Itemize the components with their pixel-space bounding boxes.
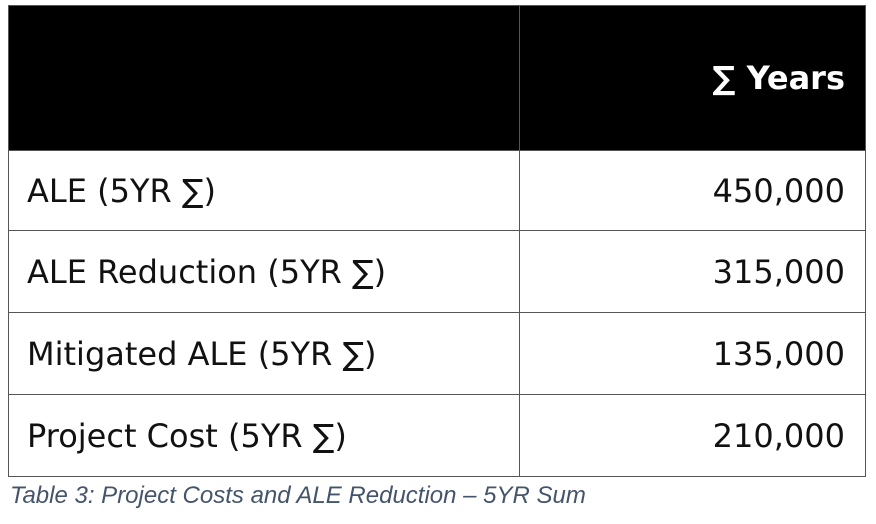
row-value: 450,000 xyxy=(519,150,866,231)
header-cell-empty xyxy=(8,5,520,151)
row-label: Mitigated ALE (5YR ∑) xyxy=(8,312,520,395)
row-value: 135,000 xyxy=(519,312,866,395)
row-label: ALE (5YR ∑) xyxy=(8,150,520,231)
header-cell: ∑ Years xyxy=(519,5,866,151)
row-label: ALE Reduction (5YR ∑) xyxy=(8,230,520,313)
caption: Table 3: Project Costs and ALE Reduction… xyxy=(10,482,586,509)
row-value: 315,000 xyxy=(519,230,866,313)
row-value: 210,000 xyxy=(519,394,866,477)
row-label: Project Cost (5YR ∑) xyxy=(8,394,520,477)
